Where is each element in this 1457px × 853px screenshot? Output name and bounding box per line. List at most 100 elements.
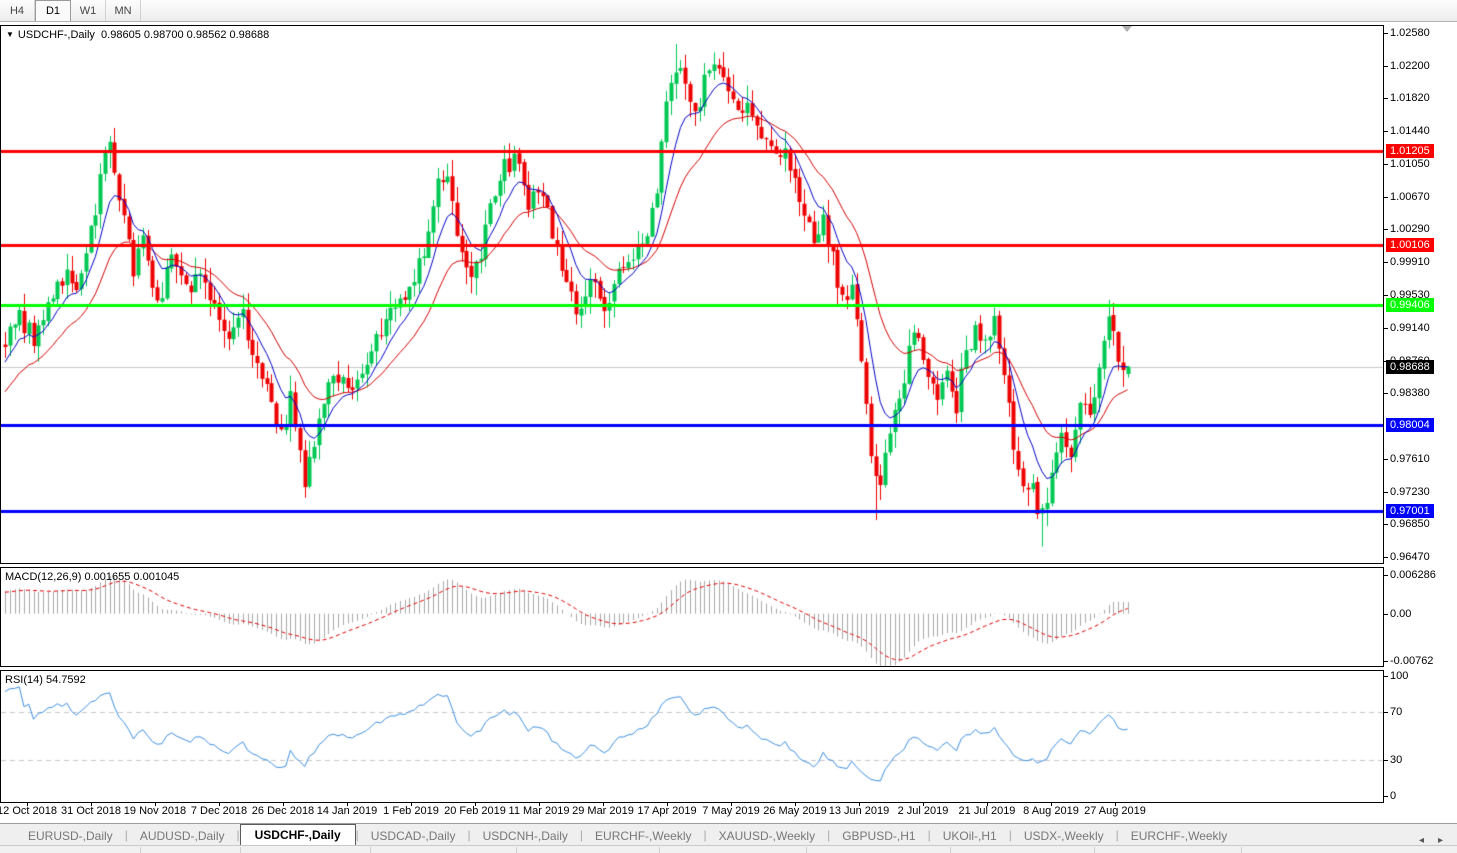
price-axis-tick <box>1384 98 1388 100</box>
tab-divider: | <box>579 828 584 842</box>
rsi-value: 54.7592 <box>45 674 86 686</box>
date-axis-label: 31 Oct 2018 <box>61 805 121 817</box>
date-axis-tick <box>475 802 476 806</box>
rsi-axis-tick <box>1384 760 1388 761</box>
macd-indicator-panel <box>0 567 1384 667</box>
chart-tab-eurusd-daily[interactable]: EURUSD-,Daily <box>28 829 113 843</box>
date-axis-label: 13 Jun 2019 <box>828 805 890 817</box>
macd-canvas[interactable] <box>1 568 1383 666</box>
date-axis-label: 21 Jul 2019 <box>958 805 1016 817</box>
price-axis-tick <box>1384 393 1388 395</box>
price-axis-label: 1.00670 <box>1390 190 1430 203</box>
status-bar <box>0 845 1457 853</box>
rsi-axis-tick <box>1384 796 1388 797</box>
chart-tab-bar: EURUSD-,Daily | AUDUSD-,Daily | USDCHF-,Dail… <box>0 823 1457 846</box>
chart-title: ▼ USDCHF-,Daily 0.98605 0.98700 0.98562 0… <box>6 29 269 41</box>
price-axis-tick <box>1384 557 1388 558</box>
date-axis-label: 20 Feb 2019 <box>444 805 506 817</box>
date-axis-label: 14 Jan 2019 <box>316 805 378 817</box>
price-axis-label: 1.02200 <box>1390 59 1430 72</box>
chart-tab-xauusd-weekly[interactable]: XAUUSD-,Weekly <box>718 829 816 843</box>
date-axis-tick <box>283 802 284 806</box>
status-bar-divider <box>950 847 951 853</box>
price-axis-label: 0.99910 <box>1390 255 1430 268</box>
price-axis-label: 0.96850 <box>1390 518 1430 531</box>
status-bar-divider <box>1094 847 1095 853</box>
tab-divider: | <box>236 828 240 842</box>
price-axis-tick <box>1384 164 1388 166</box>
price-axis-label: 1.02580 <box>1390 27 1430 39</box>
chart-dropdown-icon[interactable]: ▼ <box>6 30 14 39</box>
tab-divider: | <box>703 828 707 842</box>
timeframe-button-w1[interactable]: W1 <box>71 0 106 21</box>
price-axis-tick <box>1384 328 1388 330</box>
price-axis-tick <box>1384 491 1388 493</box>
rsi-indicator-panel <box>0 670 1384 803</box>
tab-divider: | <box>467 828 471 842</box>
scroll-to-end-marker-icon[interactable] <box>1122 26 1132 32</box>
date-axis-tick <box>347 802 348 806</box>
chart-tab-audusd-daily[interactable]: AUDUSD-,Daily <box>139 829 225 843</box>
date-axis-tick <box>91 802 92 806</box>
price-axis-tick <box>1384 524 1388 526</box>
chart-tab-usdcnh-daily[interactable]: USDCNH-,Daily <box>482 829 568 843</box>
macd-axis-tick <box>1384 575 1388 576</box>
tab-divider: | <box>927 828 931 842</box>
rsi-canvas[interactable] <box>1 671 1383 802</box>
timeframe-button-h4[interactable]: H4 <box>0 0 35 21</box>
status-bar-divider <box>370 847 371 853</box>
price-axis-label: 1.01820 <box>1390 92 1430 105</box>
date-axis-tick <box>1051 802 1052 806</box>
date-axis-tick <box>155 802 156 806</box>
date-axis-tick <box>1115 802 1116 806</box>
status-bar-divider <box>659 847 660 853</box>
macd-values: 0.001655 0.001045 <box>84 571 180 583</box>
date-axis-label: 17 Apr 2019 <box>637 805 697 817</box>
chart-tab-usdx-weekly[interactable]: USDX-,Weekly <box>1023 829 1104 843</box>
price-axis-tick <box>1384 130 1388 132</box>
date-axis-label: 12 Oct 2018 <box>0 805 57 817</box>
date-axis-label: 29 Mar 2019 <box>572 805 634 817</box>
date-axis-label: 26 Dec 2018 <box>251 805 315 817</box>
price-chart-canvas[interactable] <box>1 26 1383 563</box>
price-axis-label: 0.97610 <box>1390 453 1430 466</box>
macd-label: MACD(12,26,9) 0.001655 0.001045 <box>5 571 179 583</box>
date-axis-label: 8 Aug 2019 <box>1023 805 1079 817</box>
date-axis-tick <box>987 802 988 806</box>
macd-axis-label: -0.00762 <box>1390 654 1434 667</box>
macd-axis-tick <box>1384 660 1388 662</box>
chart-symbol-label: USDCHF-,Daily <box>17 29 95 41</box>
tab-scroll-left-icon[interactable]: ◂ <box>1418 835 1424 846</box>
status-bar-divider <box>806 847 807 853</box>
rsi-axis-label: 30 <box>1390 754 1403 766</box>
rsi-label: RSI(14) 54.7592 <box>5 674 86 686</box>
date-axis-tick <box>27 802 28 806</box>
chart-tab-eurchf-weekly[interactable]: EURCHF-,Weekly <box>1130 829 1228 843</box>
chart-tab-gbpusd-h1[interactable]: GBPUSD-,H1 <box>842 829 916 843</box>
chart-tab-usdcad-daily[interactable]: USDCAD-,Daily <box>370 829 456 843</box>
chart-tab-ukoil-h1[interactable]: UKOil-,H1 <box>942 829 997 843</box>
price-chart-panel <box>0 25 1384 564</box>
date-axis-label: 7 Dec 2018 <box>190 805 248 817</box>
date-axis-label: 11 Mar 2019 <box>508 805 570 817</box>
date-axis-label: 27 Aug 2019 <box>1084 805 1146 817</box>
timeframe-button-d1[interactable]: D1 <box>35 0 71 21</box>
chart-tab-usdchf-daily[interactable]: USDCHF-,Daily <box>239 824 356 846</box>
price-axis-tick <box>1384 294 1388 296</box>
level-price-badge: 0.97001 <box>1386 504 1434 519</box>
level-price-badge: 1.01205 <box>1386 143 1434 158</box>
tab-scroll-right-icon[interactable]: ▸ <box>1437 835 1443 846</box>
price-axis-label: 1.01050 <box>1390 158 1430 171</box>
date-axis-tick <box>539 802 540 806</box>
status-bar-divider <box>240 847 241 853</box>
tab-divider: | <box>827 828 831 842</box>
status-bar-divider <box>140 847 141 853</box>
chart-tab-eurchf-weekly[interactable]: EURCHF-,Weekly <box>595 829 692 843</box>
date-axis-tick <box>667 802 668 806</box>
date-axis-tick <box>219 802 220 806</box>
tab-divider: | <box>1115 828 1119 842</box>
price-axis-tick <box>1384 229 1388 231</box>
timeframe-button-mn[interactable]: MN <box>106 0 141 21</box>
price-axis-label: 0.99140 <box>1390 322 1430 335</box>
